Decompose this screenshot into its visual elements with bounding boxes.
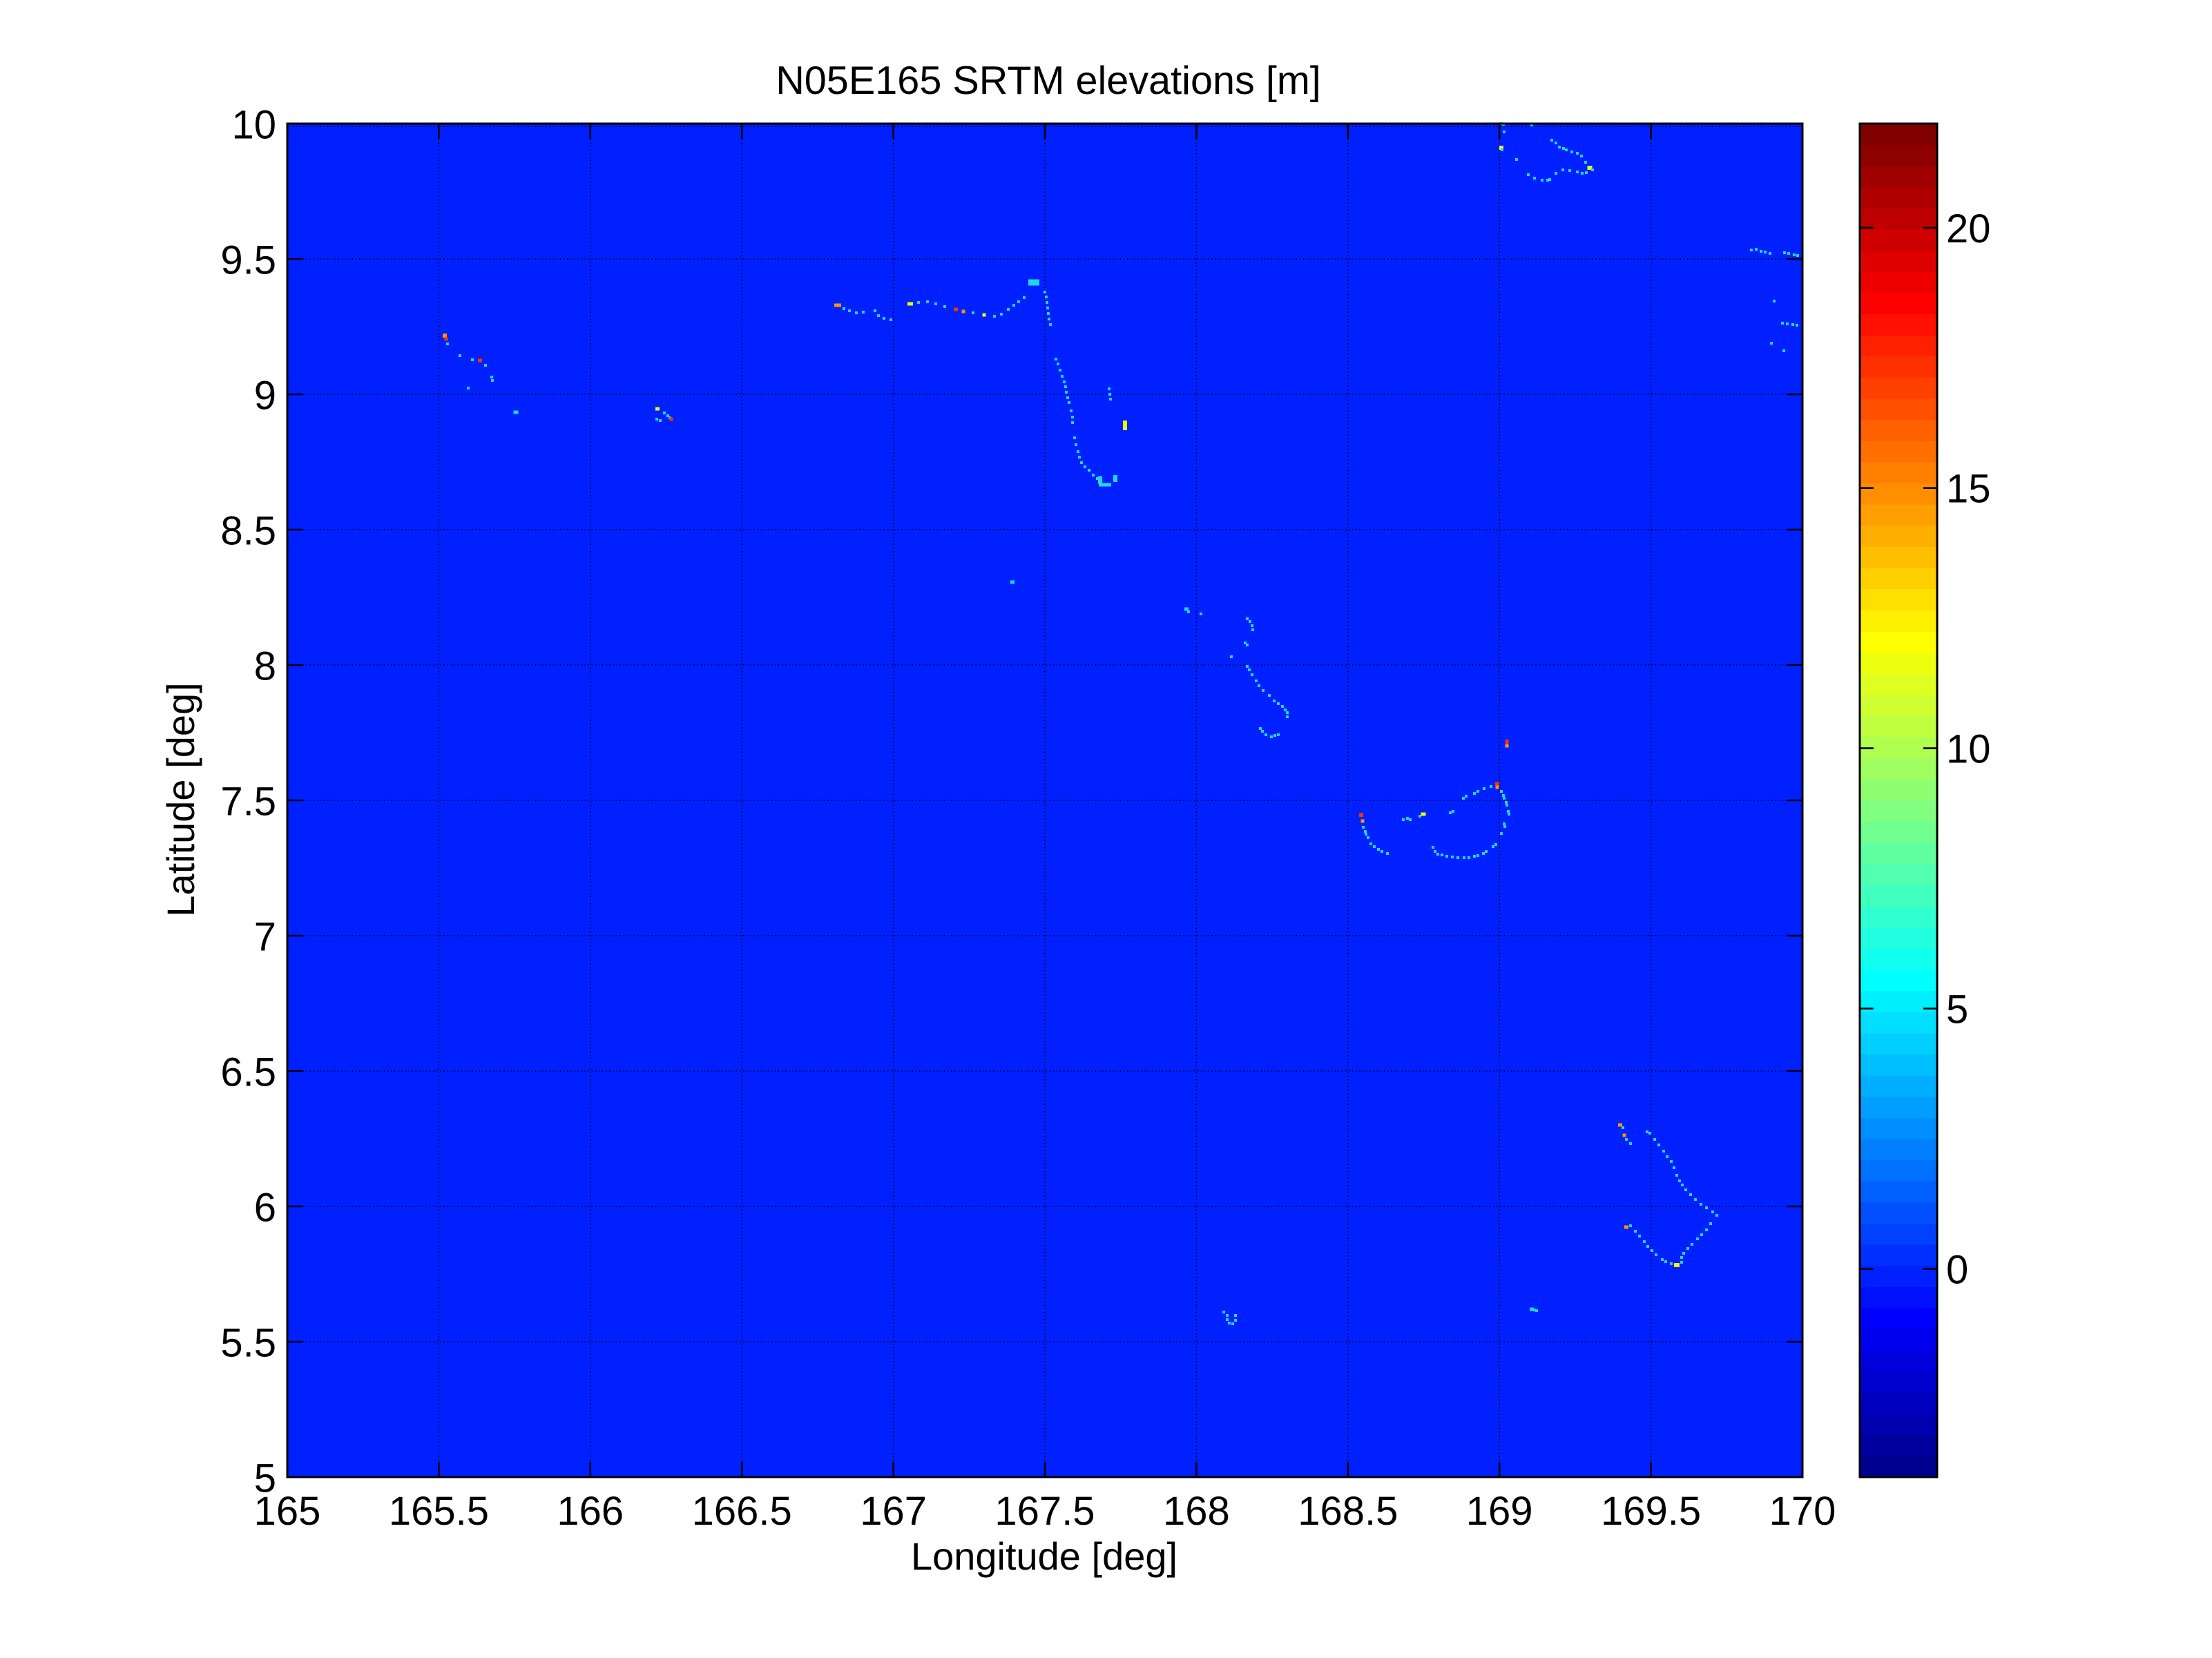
svg-text:0: 0: [1946, 1248, 1968, 1293]
svg-text:7.5: 7.5: [220, 780, 276, 825]
svg-text:5.5: 5.5: [220, 1321, 276, 1366]
svg-text:166: 166: [557, 1489, 624, 1534]
svg-text:Latitude [deg]: Latitude [deg]: [159, 682, 202, 916]
svg-text:15: 15: [1946, 467, 1991, 512]
svg-text:169.5: 169.5: [1601, 1489, 1701, 1534]
svg-text:166.5: 166.5: [692, 1489, 792, 1534]
svg-text:20: 20: [1946, 206, 1991, 251]
svg-text:8: 8: [254, 644, 276, 689]
svg-text:165: 165: [254, 1489, 321, 1534]
svg-text:10: 10: [1946, 727, 1991, 772]
svg-text:8.5: 8.5: [220, 509, 276, 554]
svg-text:170: 170: [1769, 1489, 1836, 1534]
svg-text:165.5: 165.5: [389, 1489, 489, 1534]
svg-text:10: 10: [231, 103, 276, 148]
svg-text:7: 7: [254, 915, 276, 960]
svg-text:5: 5: [1946, 987, 1968, 1032]
svg-text:168.5: 168.5: [1298, 1489, 1398, 1534]
svg-text:169: 169: [1466, 1489, 1533, 1534]
svg-text:Longitude [deg]: Longitude [deg]: [911, 1534, 1177, 1578]
svg-text:6.5: 6.5: [220, 1050, 276, 1095]
svg-text:167: 167: [860, 1489, 927, 1534]
svg-text:9.5: 9.5: [220, 238, 276, 283]
svg-text:168: 168: [1163, 1489, 1230, 1534]
svg-text:9: 9: [254, 374, 276, 418]
svg-text:N05E165 SRTM elevations [m]: N05E165 SRTM elevations [m]: [776, 59, 1321, 103]
svg-text:167.5: 167.5: [994, 1489, 1095, 1534]
svg-text:6: 6: [254, 1186, 276, 1231]
svg-text:5: 5: [254, 1456, 276, 1501]
